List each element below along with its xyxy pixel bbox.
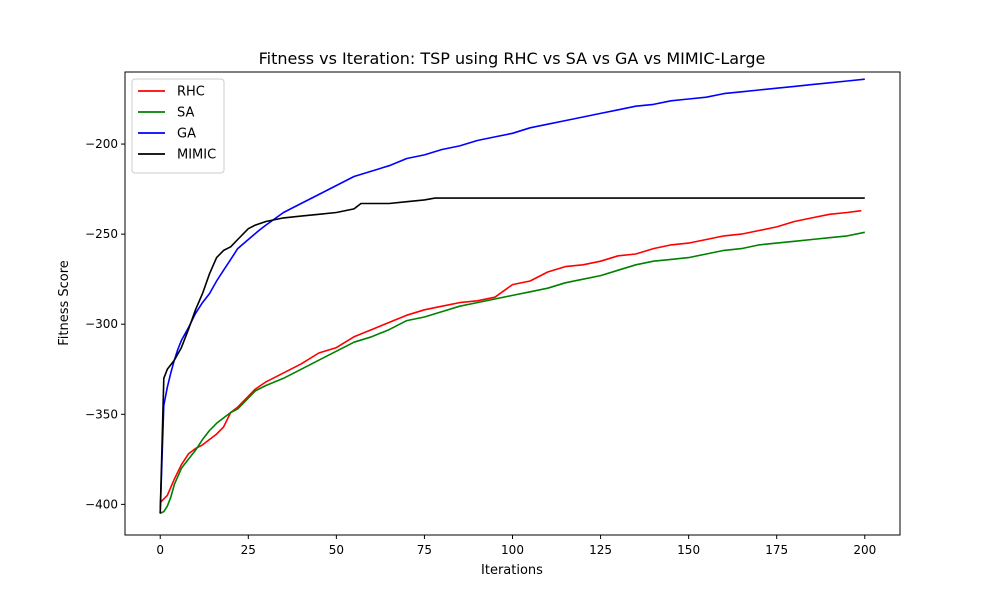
legend: RHC SA GA MIMIC xyxy=(131,78,225,174)
y-tick-label: −350 xyxy=(85,407,118,421)
x-axis-title: Iterations xyxy=(481,563,543,578)
legend-label-mimic: MIMIC xyxy=(177,148,216,163)
x-tick-label: 25 xyxy=(241,543,256,557)
x-tick-label: 100 xyxy=(501,543,524,557)
legend-label-sa: SA xyxy=(177,106,194,121)
x-tick-label: 125 xyxy=(589,543,612,557)
legend-box xyxy=(131,78,225,174)
chart-title: Fitness vs Iteration: TSP using RHC vs S… xyxy=(259,49,766,68)
y-axis: −400 −350 −300 −250 −200 xyxy=(85,137,125,511)
y-tick-label: −300 xyxy=(85,317,118,331)
series-layer xyxy=(159,78,865,515)
x-axis: 0 25 50 75 100 125 150 175 200 xyxy=(156,535,876,557)
series-line-mimic xyxy=(159,197,865,514)
legend-label-ga: GA xyxy=(177,127,196,142)
y-tick-label: −400 xyxy=(85,497,118,511)
plot-frame xyxy=(124,71,901,536)
y-axis-title: Fitness Score xyxy=(57,260,72,346)
x-tick-label: 75 xyxy=(417,543,432,557)
x-tick-label: 200 xyxy=(853,543,876,557)
y-tick-label: −200 xyxy=(85,137,118,151)
series-line-sa xyxy=(159,231,865,515)
x-tick-label: 50 xyxy=(329,543,344,557)
x-tick-label: 150 xyxy=(677,543,700,557)
x-tick-label: 0 xyxy=(156,543,164,557)
series-line-ga xyxy=(159,78,865,514)
y-tick-label: −250 xyxy=(85,227,118,241)
x-tick-label: 175 xyxy=(765,543,788,557)
series-line-rhc xyxy=(159,209,862,504)
legend-label-rhc: RHC xyxy=(177,85,205,100)
